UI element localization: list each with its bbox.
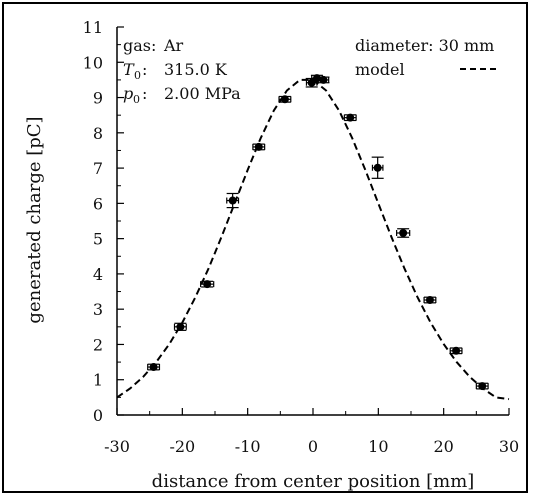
p0-subscript: 0 [133,93,140,106]
data-point [226,192,240,209]
point-marker [373,163,382,172]
y-tick-label: 4 [93,265,103,284]
data-point [200,280,215,289]
x-tick-label: -20 [169,437,195,456]
data-point [173,322,187,331]
point-marker [254,142,263,151]
p0-value: 2.00 MPa [164,84,241,103]
legend-diameter: diameter: 30 mm [355,36,494,55]
point-marker [203,280,212,289]
y-axis-label: generated charge [pC] [24,116,45,323]
t0-subscript: 0 [134,69,141,82]
data-point [317,75,330,84]
t0-colon: : [142,60,147,79]
p0-symbol: p [123,84,133,103]
point-marker [478,382,487,391]
point-marker [346,113,355,122]
legend-model-label: model [355,60,405,79]
y-tick-label: 6 [93,194,103,213]
point-marker [228,196,237,205]
data-point [396,228,411,238]
data-point [449,346,463,355]
x-axis-label: distance from center position [mm] [152,471,475,492]
point-marker [319,75,328,84]
axes: -30 -20 -10 0 10 20 30 0 1 2 3 4 5 6 7 8 9 10 11 [83,18,520,456]
y-tick-label: 8 [93,124,103,143]
y-tick-label: 0 [93,406,103,425]
info-box: gas: Ar T 0 : 315.0 K p 0 : 2.00 MPa [123,36,241,106]
data-point [343,113,357,122]
gas-value: Ar [163,36,184,55]
x-tick-label: -30 [104,437,130,456]
data-point [147,363,161,372]
point-marker [176,322,185,331]
y-tick-label: 1 [93,371,103,390]
point-marker [425,296,434,305]
x-tick-label: 30 [499,437,519,456]
chart-frame [2,2,528,493]
t0-symbol: T [123,60,135,79]
x-tick-label: 10 [368,437,388,456]
point-marker [399,228,408,237]
y-tick-label: 2 [93,335,103,354]
y-tick-label: 10 [83,53,103,72]
y-tick-label: 9 [93,89,103,108]
legend: diameter: 30 mm model [355,36,500,79]
data-points [147,74,489,391]
y-tick-label: 5 [93,230,103,249]
x-tick-label: 20 [433,437,453,456]
gas-label: gas: [123,36,156,55]
point-marker [452,346,461,355]
x-tick-label: 0 [308,437,318,456]
y-tick-label: 11 [83,18,103,37]
data-point [278,95,292,104]
data-point [423,296,437,305]
x-tick-label: -10 [235,437,261,456]
t0-value: 315.0 K [164,60,228,79]
y-tick-label: 3 [93,300,103,319]
y-tick-label: 7 [93,159,103,178]
p0-colon: : [142,84,147,103]
point-marker [280,95,289,104]
data-point [252,142,266,151]
data-point [475,382,489,391]
data-point [371,156,384,179]
point-marker [149,363,158,372]
